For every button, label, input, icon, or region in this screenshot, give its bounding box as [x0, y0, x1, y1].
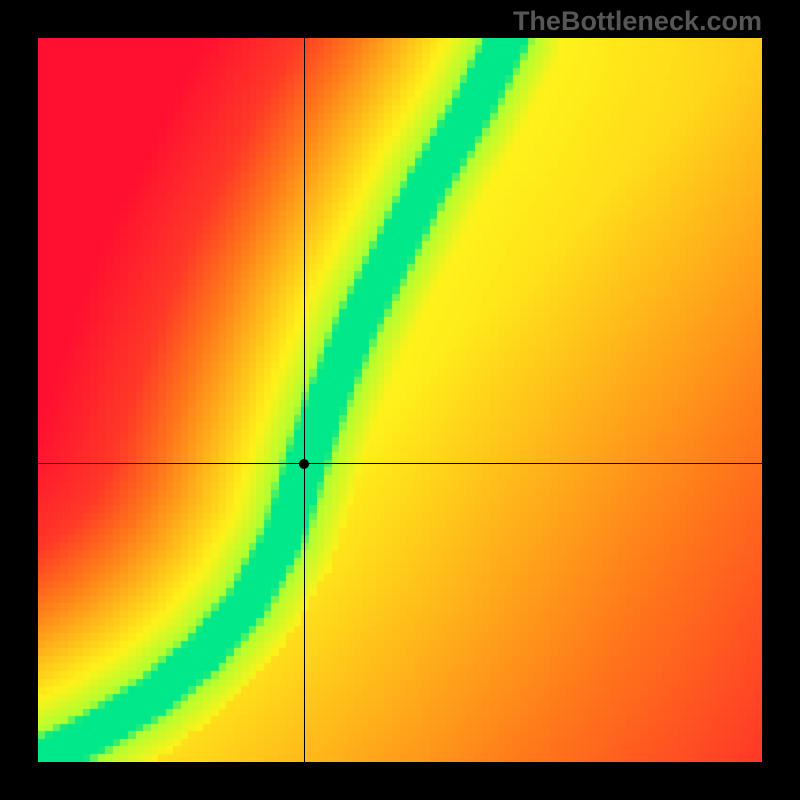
crosshair-horizontal: [38, 463, 762, 464]
crosshair-vertical: [304, 38, 305, 762]
bottleneck-heatmap: [38, 38, 762, 762]
watermark-text: TheBottleneck.com: [513, 6, 762, 37]
